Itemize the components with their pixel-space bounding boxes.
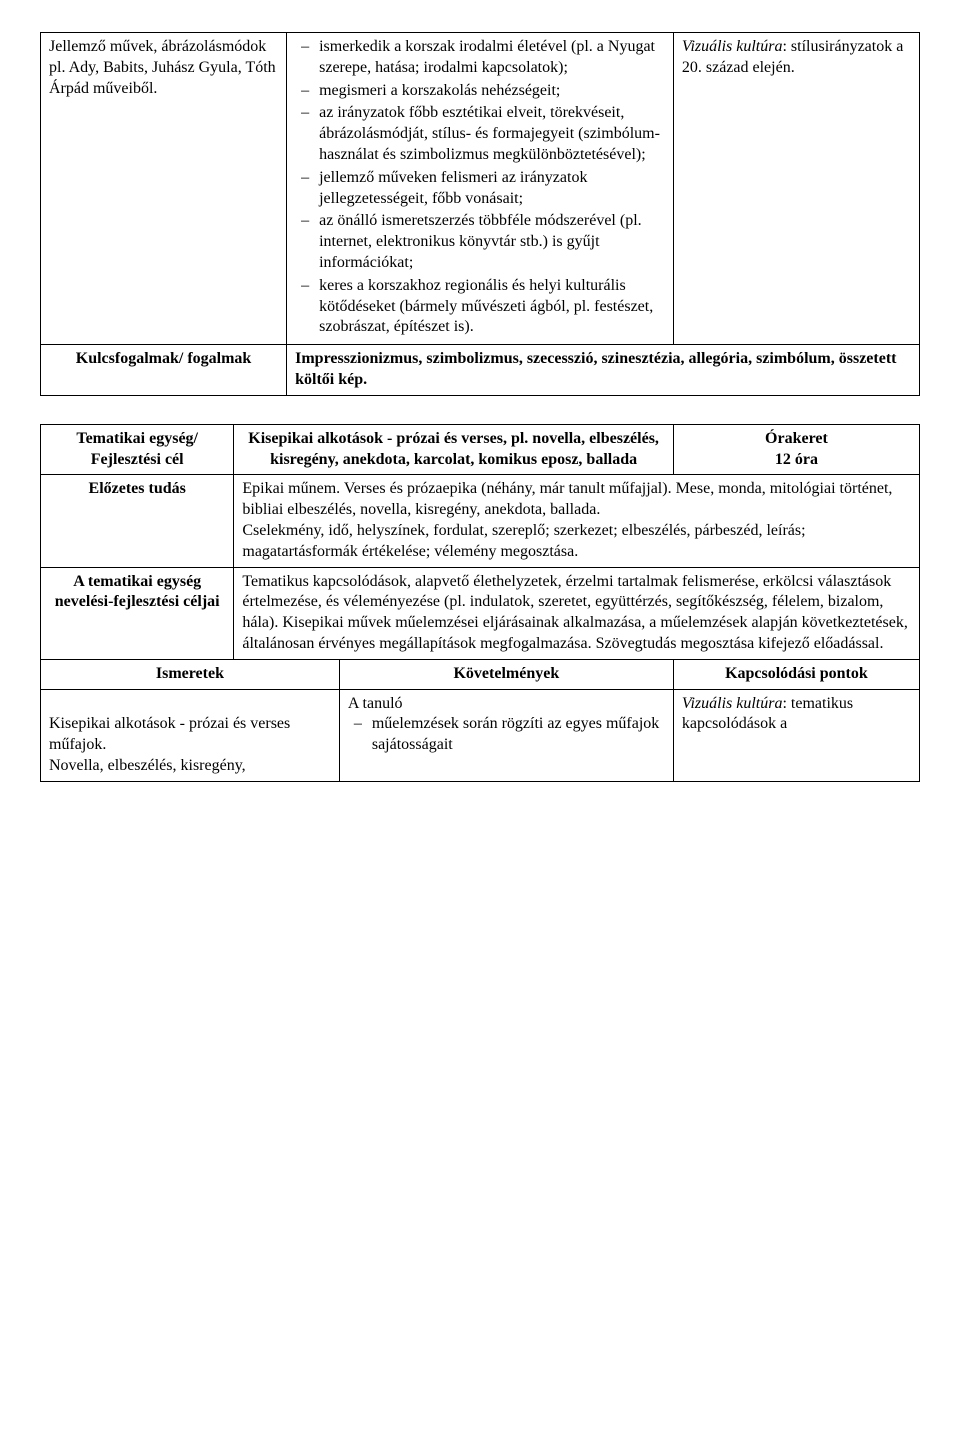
list-item: az önálló ismeretszerzés többféle módsze… [295, 211, 665, 273]
cell-prior-knowledge-label: Előzetes tudás [41, 475, 234, 567]
list-item-text: az önálló ismeretszerzés többféle módsze… [319, 212, 642, 271]
cell-goals-label: A tematikai egység nevelési-fejlesztési … [41, 567, 234, 659]
kapcs-label: Vizuális kultúra [682, 695, 783, 712]
req-lead: A tanuló [348, 695, 403, 712]
table-bottom: Tematikai egység/ Fejlesztési cél Kisepi… [40, 424, 920, 782]
list-item: keres a korszakhoz regionális és helyi k… [295, 276, 665, 338]
table-row: A tematikai egység nevelési-fejlesztési … [41, 567, 920, 659]
header-kovetelmenyek: Követelmények [453, 665, 559, 682]
list-item-text: az irányzatok főbb esztétikai elveit, tö… [319, 104, 660, 163]
prior-knowledge-label: Előzetes tudás [89, 480, 186, 497]
cell-hours: Órakeret 12 óra [673, 424, 919, 475]
list-item: műelemzések során rögzíti az egyes műfaj… [348, 714, 665, 756]
key-concepts-text: Impresszionizmus, szimbolizmus, szecessz… [295, 350, 896, 388]
list-item-text: ismerkedik a korszak irodalmi életével (… [319, 38, 655, 76]
header-kapcsolodasi: Kapcsolódási pontok [725, 665, 868, 682]
cell-center-list: ismerkedik a korszak irodalmi életével (… [287, 33, 674, 345]
right-note-label: Vizuális kultúra [682, 38, 783, 55]
goals-label: A tematikai egység nevelési-fejlesztési … [55, 573, 220, 611]
hours-label: Órakeret [765, 430, 828, 447]
list-item-text: jellemző műveken felismeri az irányzatok… [319, 169, 587, 207]
key-concepts-label: Kulcsfogalmak/ fogalmak [76, 350, 252, 367]
table-row: Tematikai egység/ Fejlesztési cél Kisepi… [41, 424, 920, 475]
hours-value: 12 óra [775, 451, 818, 468]
prior-text-2: Cselekmény, idő, helyszínek, fordulat, s… [242, 522, 805, 560]
table-row: Jellemző művek, ábrázolásmódok pl. Ady, … [41, 33, 920, 345]
table-row: Kulcsfogalmak/ fogalmak Impresszionizmus… [41, 345, 920, 396]
cell-goals-text: Tematikus kapcsolódások, alapvető élethe… [234, 567, 920, 659]
prior-text-1: Epikai műnem. Verses és prózaepika (néhá… [242, 480, 892, 518]
cell-right-note: Vizuális kultúra: stílusirányzatok a 20.… [673, 33, 919, 345]
req-list: műelemzések során rögzíti az egyes műfaj… [348, 714, 665, 756]
bullet-list: ismerkedik a korszak irodalmi életével (… [295, 37, 665, 338]
list-item-text: keres a korszakhoz regionális és helyi k… [319, 277, 653, 336]
cell-kovetelmenyek-body: A tanuló műelemzések során rögzíti az eg… [339, 689, 673, 781]
table-row: Kisepikai alkotások - prózai és verses m… [41, 689, 920, 781]
goals-text: Tematikus kapcsolódások, alapvető élethe… [242, 573, 907, 652]
ismeretek-body: Kisepikai alkotások - prózai és verses m… [49, 715, 290, 774]
list-item: jellemző műveken felismeri az irányzatok… [295, 168, 665, 210]
spacer [40, 396, 920, 424]
cell-unit-label: Tematikai egység/ Fejlesztési cél [41, 424, 234, 475]
unit-title: Kisepikai alkotások - prózai és verses, … [248, 430, 659, 468]
header-ismeretek: Ismeretek [156, 665, 224, 682]
cell-kapcsolodasi-body: Vizuális kultúra: tematikus kapcsolódáso… [673, 689, 919, 781]
cell-ismeretek-body: Kisepikai alkotások - prózai és verses m… [41, 689, 340, 781]
list-item: megismeri a korszakolás nehézségeit; [295, 81, 665, 102]
req-item: műelemzések során rögzíti az egyes műfaj… [372, 715, 659, 753]
cell-key-concepts-label: Kulcsfogalmak/ fogalmak [41, 345, 287, 396]
cell-prior-knowledge-text: Epikai műnem. Verses és prózaepika (néhá… [234, 475, 920, 567]
cell-unit-title: Kisepikai alkotások - prózai és verses, … [234, 424, 673, 475]
table-row: Ismeretek Követelmények Kapcsolódási pon… [41, 659, 920, 689]
cell-header-ismeretek: Ismeretek [41, 659, 340, 689]
cell-header-kovetelmenyek: Követelmények [339, 659, 673, 689]
unit-label: Tematikai egység/ Fejlesztési cél [76, 430, 198, 468]
cell-topic-left: Jellemző művek, ábrázolásmódok pl. Ady, … [41, 33, 287, 345]
list-item-text: megismeri a korszakolás nehézségeit; [319, 82, 560, 99]
cell-header-kapcsolodasi: Kapcsolódási pontok [673, 659, 919, 689]
cell-key-concepts-list: Impresszionizmus, szimbolizmus, szecessz… [287, 345, 920, 396]
table-row: Előzetes tudás Epikai műnem. Verses és p… [41, 475, 920, 567]
list-item: ismerkedik a korszak irodalmi életével (… [295, 37, 665, 79]
list-item: az irányzatok főbb esztétikai elveit, tö… [295, 103, 665, 165]
table-top: Jellemző művek, ábrázolásmódok pl. Ady, … [40, 32, 920, 396]
topic-text: Jellemző művek, ábrázolásmódok pl. Ady, … [49, 38, 276, 97]
